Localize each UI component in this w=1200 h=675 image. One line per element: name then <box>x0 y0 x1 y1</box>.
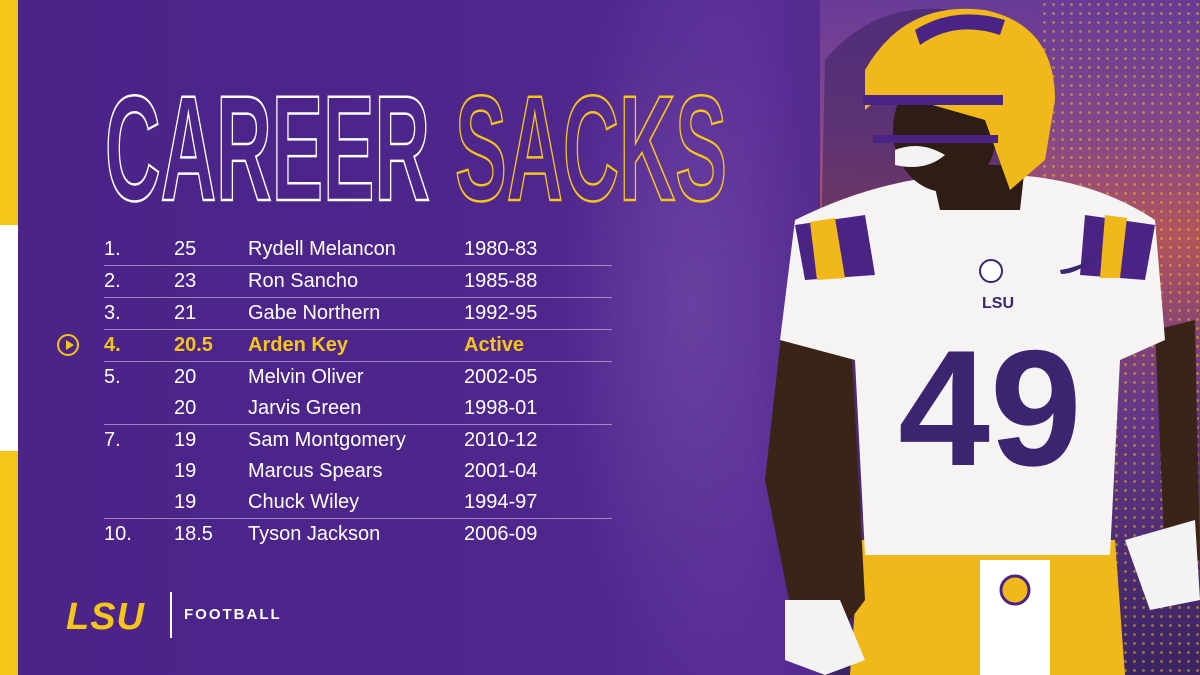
sec-patch-icon <box>979 259 1003 283</box>
sacks-cell: 21 <box>174 302 197 324</box>
table-row: 19 Marcus Spears 2001-04 <box>104 456 612 487</box>
accent-bar-gold-top <box>0 0 18 225</box>
player-name-cell: Chuck Wiley <box>248 491 360 513</box>
sacks-cell: 19 <box>174 491 197 513</box>
rank-cell: 2. <box>104 270 121 292</box>
years-cell: 1992-95 <box>464 302 538 324</box>
play-circle-icon <box>57 334 79 356</box>
player-photo: 49 LSU <box>765 8 1200 675</box>
rank-cell: 3. <box>104 302 121 324</box>
jersey-stripe-right-gold <box>1100 215 1127 278</box>
logo-divider <box>170 592 172 638</box>
sacks-cell: 19 <box>174 460 197 482</box>
player-name-cell: Melvin Oliver <box>248 366 364 388</box>
helmet-facemask-lower <box>873 135 998 143</box>
table-row: 2. 23 Ron Sancho 1985-88 <box>104 266 612 298</box>
rank-cell: 1. <box>104 238 121 260</box>
accent-bar-white <box>0 225 18 451</box>
player-name-cell: Gabe Northern <box>248 302 381 324</box>
years-cell: 1985-88 <box>464 270 538 292</box>
helmet-stripe <box>915 14 1005 45</box>
player-right-glove <box>1125 520 1200 610</box>
player-name-cell: Sam Montgomery <box>248 429 406 451</box>
years-cell: 1994-97 <box>464 491 538 513</box>
player-name-cell: Ron Sancho <box>248 270 359 292</box>
career-sacks-table: 1. 25 Rydell Melancon 1980-83 2. 23 Ron … <box>57 234 612 550</box>
accent-bar-gold-bottom <box>0 451 18 675</box>
rank-cell: 7. <box>104 429 121 451</box>
table-row: 1. 25 Rydell Melancon 1980-83 <box>104 234 612 266</box>
player-name-cell: Marcus Spears <box>248 460 383 482</box>
sacks-cell: 23 <box>174 270 197 292</box>
sacks-cell: 19 <box>174 429 197 451</box>
player-name-cell: Arden Key <box>248 334 349 356</box>
player-name-cell: Rydell Melancon <box>248 238 396 260</box>
rank-cell: 5. <box>104 366 121 388</box>
table-row: 10. 18.5 Tyson Jackson 2006-09 <box>104 519 612 550</box>
jersey-stripe-left-gold <box>810 218 845 280</box>
table-row: 3. 21 Gabe Northern 1992-95 <box>104 298 612 330</box>
sacks-cell: 20 <box>174 366 197 388</box>
lsu-logo: LSU <box>66 596 145 638</box>
player-name-cell: Jarvis Green <box>248 397 362 419</box>
player-mouthguard <box>895 146 945 168</box>
title-word-career: CAREER <box>105 68 430 208</box>
sacks-cell: 20.5 <box>174 334 213 356</box>
table-row: 19 Chuck Wiley 1994-97 <box>104 487 612 519</box>
years-cell: 1980-83 <box>464 238 538 260</box>
football-label: FOOTBALL <box>184 606 282 623</box>
years-cell: Active <box>464 334 525 356</box>
jersey-swoosh-icon <box>1060 258 1095 274</box>
table-row: 7. 19 Sam Montgomery 2010-12 <box>104 425 612 456</box>
table-row: 20 Jarvis Green 1998-01 <box>104 393 612 425</box>
years-cell: 2002-05 <box>464 366 538 388</box>
background-ghost-player <box>560 0 820 675</box>
years-cell: 2006-09 <box>464 523 538 545</box>
helmet-facemask <box>863 95 1003 105</box>
years-cell: 2010-12 <box>464 429 538 451</box>
years-cell: 2001-04 <box>464 460 538 482</box>
sacks-cell: 20 <box>174 397 197 419</box>
table-row-highlighted: 4. 20.5 Arden Key Active <box>57 330 612 362</box>
player-right-arm <box>1155 320 1200 560</box>
rank-cell: 10. <box>104 523 132 545</box>
table-row: 5. 20 Melvin Oliver 2002-05 <box>104 362 612 393</box>
jersey-chest-logo: LSU <box>982 295 1014 312</box>
page-title: CAREER SACKS <box>105 68 745 208</box>
sacks-cell: 25 <box>174 238 197 260</box>
jersey-number: 49 <box>898 316 1082 500</box>
player-left-arm <box>765 300 865 640</box>
player-left-glove <box>785 600 865 675</box>
sacks-cell: 18.5 <box>174 523 213 545</box>
player-name-cell: Tyson Jackson <box>248 523 381 545</box>
rank-cell: 4. <box>104 334 121 356</box>
title-word-sacks: SACKS <box>455 68 727 208</box>
tiger-logo-icon <box>999 574 1031 606</box>
years-cell: 1998-01 <box>464 397 538 419</box>
